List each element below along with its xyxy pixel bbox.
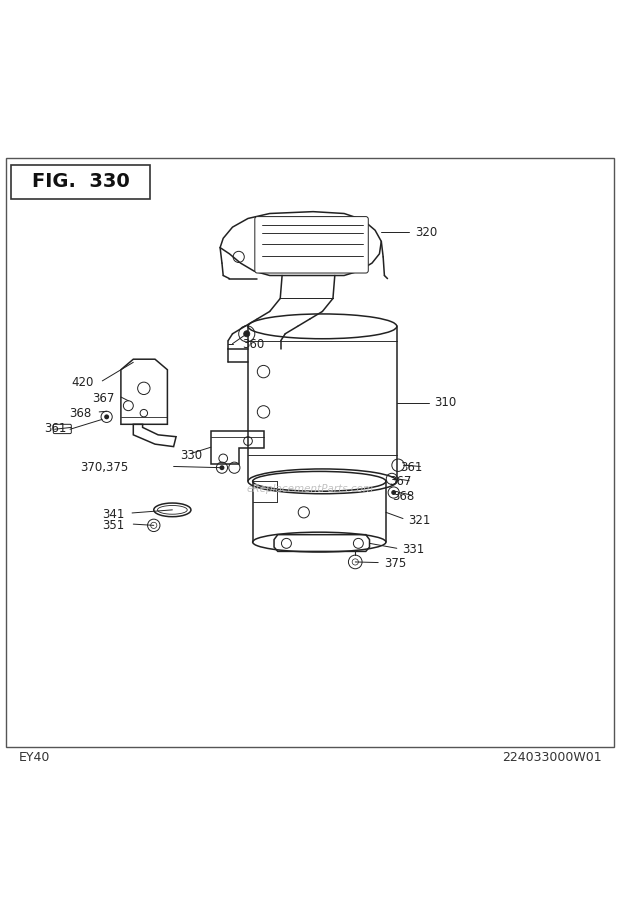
Text: 341: 341 — [102, 508, 125, 521]
FancyBboxPatch shape — [11, 164, 150, 199]
Text: 351: 351 — [102, 519, 125, 532]
Text: 367: 367 — [92, 392, 114, 405]
Text: FIG.  330: FIG. 330 — [32, 173, 130, 191]
Text: 361: 361 — [400, 462, 422, 474]
Text: 331: 331 — [402, 543, 424, 556]
Circle shape — [104, 414, 109, 419]
Text: 360: 360 — [242, 339, 264, 352]
FancyBboxPatch shape — [255, 217, 368, 273]
Text: 375: 375 — [384, 557, 407, 570]
Text: EY40: EY40 — [19, 751, 50, 764]
Text: 367: 367 — [389, 475, 411, 488]
Text: 224033000W01: 224033000W01 — [502, 751, 601, 764]
Circle shape — [244, 330, 250, 337]
Text: 330: 330 — [180, 449, 202, 462]
Text: 361: 361 — [45, 422, 67, 435]
Text: 420: 420 — [71, 376, 94, 389]
Text: 310: 310 — [434, 396, 456, 409]
Text: 368: 368 — [69, 407, 92, 420]
Text: 320: 320 — [415, 225, 438, 239]
Text: 321: 321 — [408, 514, 430, 527]
Circle shape — [391, 490, 396, 495]
Text: 370,375: 370,375 — [81, 462, 129, 474]
Circle shape — [219, 465, 224, 470]
Text: eReplacementParts.com: eReplacementParts.com — [246, 485, 374, 495]
Text: 368: 368 — [392, 490, 414, 503]
